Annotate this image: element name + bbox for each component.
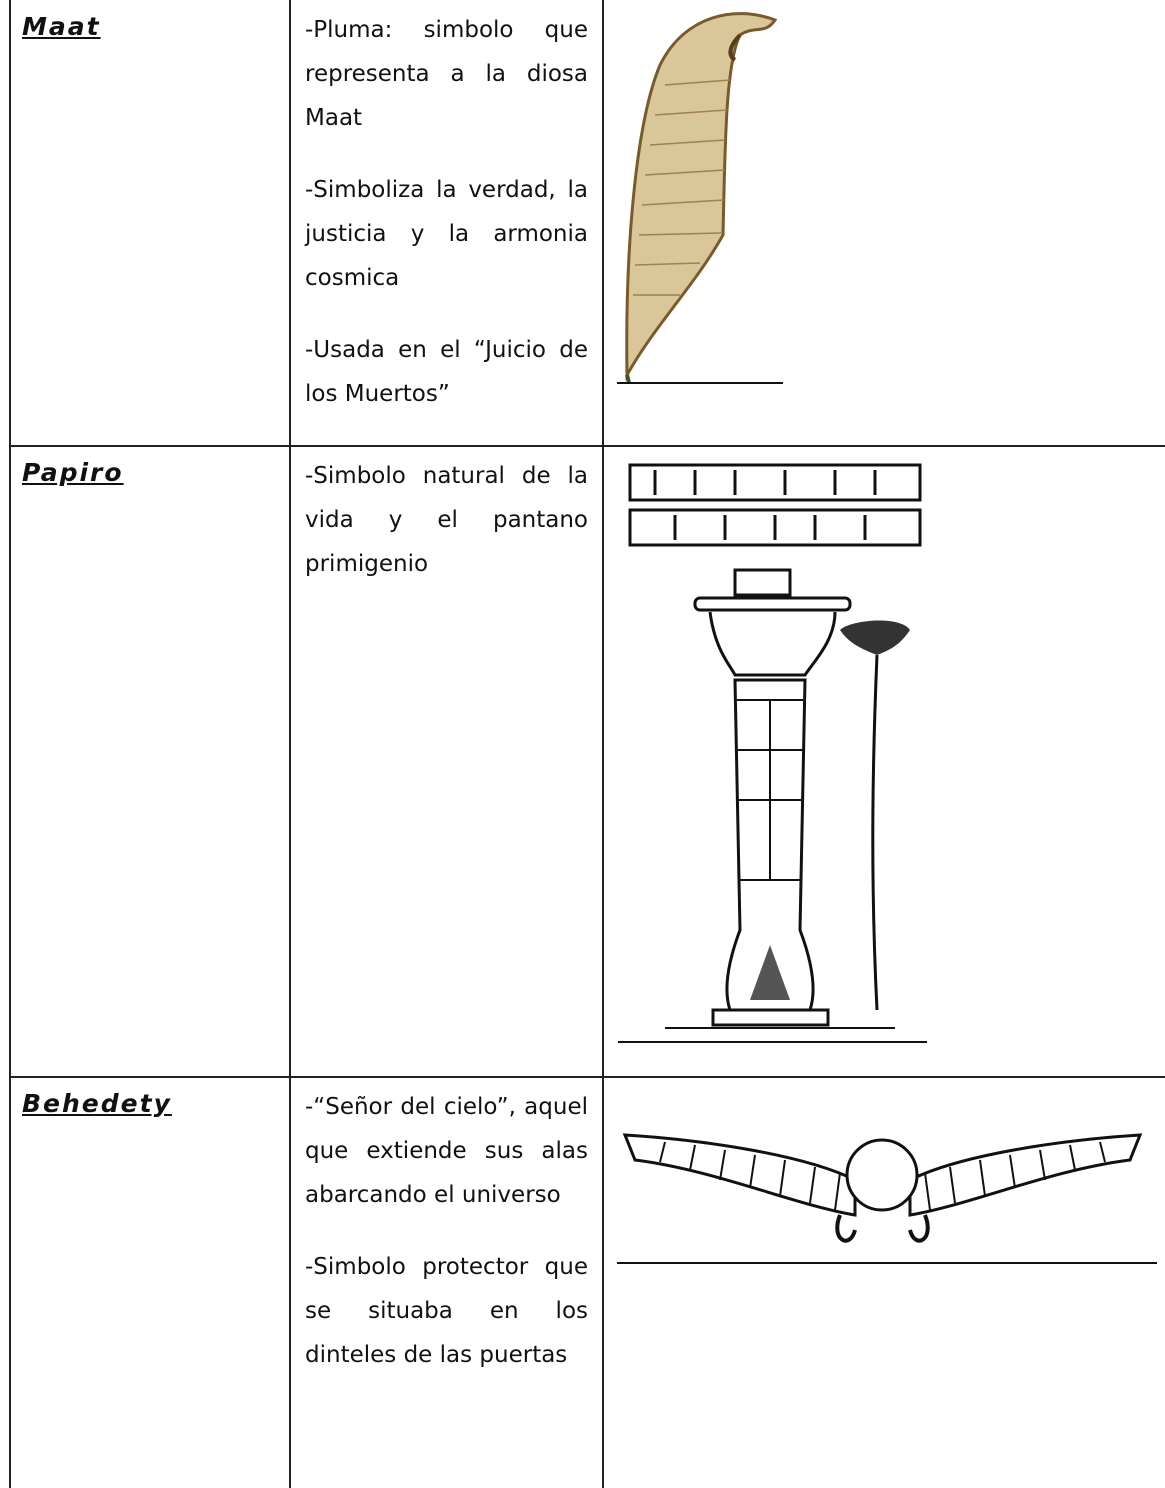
paragraph: -Simboliza la verdad, la justicia y la a… [305, 177, 588, 291]
row-description: -“Señor del cielo”, aquel que extiende s… [305, 1085, 588, 1405]
row-title: Behedety [22, 1089, 172, 1118]
border [602, 0, 604, 1488]
border [9, 1076, 1165, 1078]
paragraph: -Simbolo protector que se situaba en los… [305, 1254, 588, 1368]
column-image [618, 463, 927, 1043]
feather-image [617, 12, 783, 384]
row-title: Papiro [22, 458, 124, 487]
winged-disk-image [617, 1133, 1157, 1264]
paragraph: -“Señor del cielo”, aquel que extiende s… [305, 1094, 588, 1208]
border [289, 0, 291, 1488]
border [9, 0, 11, 1488]
paragraph: -Usada en el “Juicio de los Muertos” [305, 337, 588, 407]
row-title: Maat [22, 12, 101, 41]
row-description: -Pluma: simbolo que representa a la dios… [305, 8, 588, 444]
row-description: -Simbolo natural de la vida y el pantano… [305, 454, 588, 614]
paragraph: -Pluma: simbolo que representa a la dios… [305, 17, 588, 131]
border [9, 445, 1165, 447]
paragraph: -Simbolo natural de la vida y el pantano… [305, 463, 588, 577]
